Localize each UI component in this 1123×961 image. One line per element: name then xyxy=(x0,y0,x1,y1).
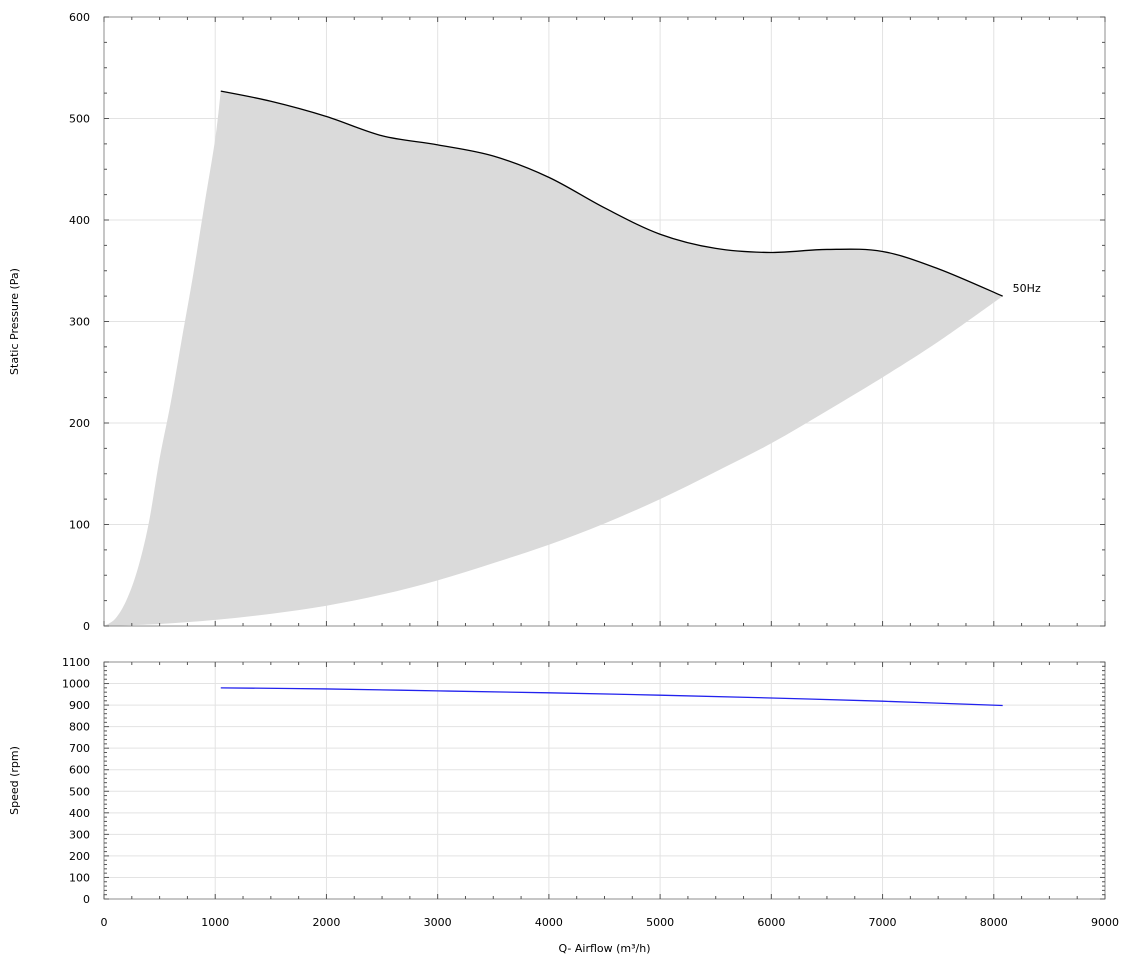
speed-y-tick-label: 1100 xyxy=(62,656,90,669)
speed-x-tick-label: 1000 xyxy=(201,916,229,929)
pressure-y-tick-label: 0 xyxy=(83,620,90,633)
speed-y-tick-label: 700 xyxy=(69,742,90,755)
speed-y-tick-label: 1000 xyxy=(62,678,90,691)
speed-y-tick-label: 0 xyxy=(83,893,90,906)
pressure-panel: 50Hz 0 100 200 300 400 500 600 xyxy=(69,11,1106,633)
operating-region xyxy=(104,91,1003,627)
speed-y-tick-label: 600 xyxy=(69,764,90,777)
speed-y-tick-label: 500 xyxy=(69,785,90,798)
speed-x-tick-label: 7000 xyxy=(869,916,897,929)
pressure-y-tick-label: 500 xyxy=(69,113,90,126)
speed-y-tick-label: 900 xyxy=(69,699,90,712)
pressure-axis-title: Static Pressure (Pa) xyxy=(8,268,21,375)
speed-y-tick-label: 400 xyxy=(69,807,90,820)
speed-x-tick-label: 8000 xyxy=(980,916,1008,929)
curve-label-50hz: 50Hz xyxy=(1013,282,1041,295)
speed-axis-title: Speed (rpm) xyxy=(8,746,21,815)
airflow-axis-title: Q- Airflow (m³/h) xyxy=(558,942,650,955)
speed-x-tick-label: 2000 xyxy=(312,916,340,929)
speed-x-tick-label: 0 xyxy=(101,916,108,929)
speed-x-tick-label: 4000 xyxy=(535,916,563,929)
speed-curve xyxy=(220,687,1003,707)
speed-plot-background xyxy=(104,662,1105,899)
speed-y-tick-label: 100 xyxy=(69,871,90,884)
pressure-axes: 0 100 200 300 400 500 600 xyxy=(69,11,1106,633)
pressure-y-tick-label: 400 xyxy=(69,214,90,227)
pressure-y-tick-label: 600 xyxy=(69,11,90,24)
pressure-curve-50hz xyxy=(220,90,1003,297)
pressure-y-tick-label: 100 xyxy=(69,519,90,532)
speed-panel: 0 100 200 300 400 500 600 700 800 900 1000 1100 0 100… xyxy=(62,656,1119,929)
speed-x-tick-label: 5000 xyxy=(646,916,674,929)
speed-x-tick-label: 3000 xyxy=(424,916,452,929)
speed-x-tick-label: 9000 xyxy=(1091,916,1119,929)
speed-y-tick-label: 200 xyxy=(69,850,90,863)
speed-x-tick-label: 6000 xyxy=(757,916,785,929)
pressure-y-tick-label: 200 xyxy=(69,417,90,430)
speed-axes: 0 100 200 300 400 500 600 700 800 900 1000 1100 0 100… xyxy=(62,656,1119,929)
speed-y-tick-label: 800 xyxy=(69,721,90,734)
pressure-y-tick-label: 300 xyxy=(69,316,90,329)
speed-y-tick-label: 300 xyxy=(69,828,90,841)
